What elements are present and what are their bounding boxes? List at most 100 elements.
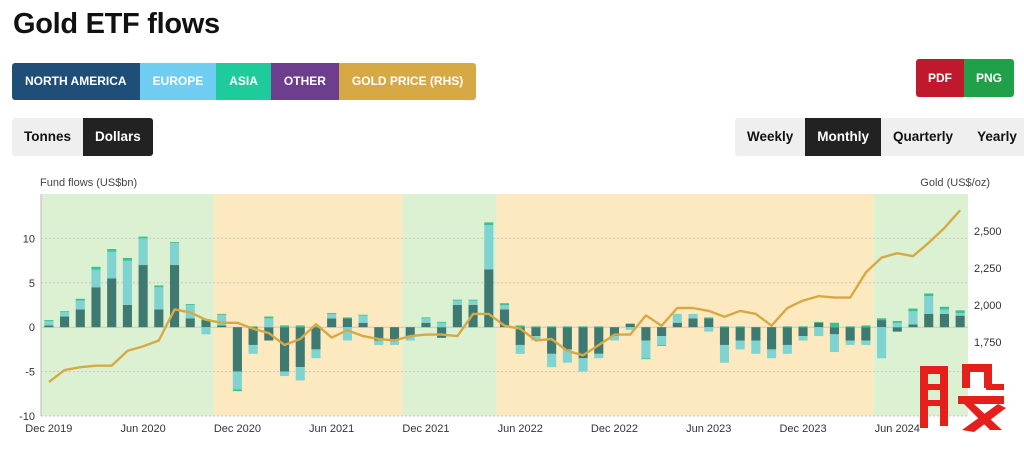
weekly-button[interactable]: Weekly xyxy=(735,118,806,156)
bar-europe xyxy=(798,336,808,341)
x-tick-label: Jun 2021 xyxy=(309,423,354,435)
tonnes-button[interactable]: Tonnes xyxy=(12,118,83,156)
bar-europe xyxy=(751,340,761,354)
bar-asia xyxy=(641,358,651,360)
bar-europe xyxy=(672,313,682,323)
bar-north-america xyxy=(217,325,227,328)
legend-asia[interactable]: ASIA xyxy=(216,63,271,100)
bar-europe xyxy=(547,353,557,368)
bar-north-america xyxy=(531,327,541,337)
bar-europe xyxy=(437,322,447,328)
bar-north-america xyxy=(767,327,777,350)
legend-north-america[interactable]: NORTH AMERICA xyxy=(12,63,140,100)
bar-europe xyxy=(531,336,541,341)
bar-europe xyxy=(499,305,510,310)
bar-asia xyxy=(719,326,730,328)
bar-asia xyxy=(107,249,117,252)
bar-europe xyxy=(44,320,54,326)
bar-north-america xyxy=(814,322,824,328)
bar-north-america xyxy=(672,322,682,328)
monthly-button[interactable]: Monthly xyxy=(805,118,882,156)
bar-asia xyxy=(421,317,431,319)
bar-europe xyxy=(877,327,887,359)
bar-asia xyxy=(814,321,824,323)
bar-europe xyxy=(374,340,384,345)
left-tick-label: -10 xyxy=(19,411,35,423)
bar-asia xyxy=(60,311,70,313)
bar-north-america xyxy=(107,278,117,328)
bar-asia xyxy=(122,257,132,261)
background-band xyxy=(402,194,497,416)
legend-bar: NORTH AMERICA EUROPE ASIA OTHER GOLD PRI… xyxy=(12,63,477,100)
bar-europe xyxy=(389,340,400,345)
bar-asia xyxy=(829,322,840,328)
left-tick-label: 5 xyxy=(29,278,35,290)
bar-north-america xyxy=(248,327,258,345)
legend-gold-price[interactable]: GOLD PRICE (RHS) xyxy=(338,63,477,100)
bar-europe xyxy=(845,340,855,345)
bar-europe xyxy=(782,344,792,354)
bar-north-america xyxy=(499,309,510,328)
bar-asia xyxy=(892,320,902,323)
bar-north-america xyxy=(405,327,415,337)
bar-north-america xyxy=(877,320,887,328)
bar-asia xyxy=(531,326,541,328)
bar-europe xyxy=(327,313,337,319)
bar-north-america xyxy=(594,327,604,354)
bar-north-america xyxy=(437,327,447,338)
gold-price-line xyxy=(48,209,961,383)
bar-europe xyxy=(75,300,85,310)
bar-north-america xyxy=(342,318,352,328)
bar-europe xyxy=(861,340,871,345)
bar-europe xyxy=(264,318,274,328)
bar-north-america xyxy=(641,327,651,341)
bar-asia xyxy=(704,317,714,319)
dollars-button[interactable]: Dollars xyxy=(83,118,153,156)
png-button[interactable]: PNG xyxy=(964,59,1015,97)
bar-north-america xyxy=(327,318,337,328)
x-tick-label: Jun 2020 xyxy=(120,423,165,435)
bar-asia xyxy=(782,326,792,328)
legend-other[interactable]: OTHER xyxy=(270,63,339,100)
bar-north-america xyxy=(939,313,949,328)
bar-europe xyxy=(232,371,242,390)
bar-north-america xyxy=(484,269,494,328)
bar-asia xyxy=(955,310,965,313)
bar-asia xyxy=(484,222,494,226)
bar-asia xyxy=(861,325,871,328)
bar-north-america xyxy=(735,327,745,341)
bar-europe xyxy=(421,318,431,323)
bar-asia xyxy=(185,304,195,305)
bar-europe xyxy=(169,242,180,266)
bar-asia xyxy=(311,326,321,328)
pdf-button[interactable]: PDF xyxy=(916,59,964,97)
x-tick-label: Dec 2023 xyxy=(779,423,826,435)
left-axis-title: Fund flows (US$bn) xyxy=(40,177,138,189)
bar-north-america xyxy=(374,327,384,341)
bar-europe xyxy=(122,260,132,305)
bar-europe xyxy=(154,287,164,310)
bar-asia xyxy=(327,312,337,314)
bar-north-america xyxy=(468,305,478,328)
x-tick-label: Jun 2022 xyxy=(498,423,543,435)
bar-asia xyxy=(798,326,808,328)
bar-asia xyxy=(217,313,227,315)
bar-europe xyxy=(311,349,321,359)
bar-europe xyxy=(342,327,352,341)
yearly-button[interactable]: Yearly xyxy=(965,118,1024,156)
bar-asia xyxy=(939,306,949,310)
bar-north-america xyxy=(75,309,85,328)
bar-europe xyxy=(578,358,588,372)
bar-north-america xyxy=(452,305,462,328)
bar-north-america xyxy=(704,318,714,328)
bar-north-america xyxy=(688,318,698,328)
bar-europe xyxy=(484,225,494,270)
background-band xyxy=(213,194,403,416)
bar-europe xyxy=(91,269,101,288)
bar-north-america xyxy=(295,327,305,368)
bar-europe xyxy=(562,349,572,363)
bar-asia xyxy=(468,299,478,301)
legend-europe[interactable]: EUROPE xyxy=(139,63,217,100)
quarterly-button[interactable]: Quarterly xyxy=(881,118,966,156)
bar-europe xyxy=(625,327,635,330)
